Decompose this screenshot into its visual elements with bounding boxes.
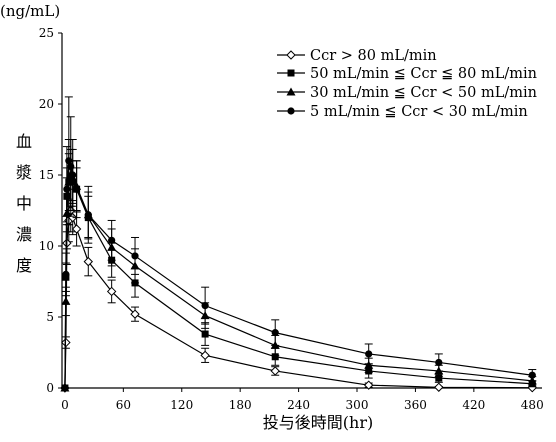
- data-point-circle: [67, 162, 75, 171]
- data-point-square: [271, 353, 279, 361]
- data-point-square: [201, 330, 209, 338]
- legend-label: Ccr > 80 mL/min: [310, 48, 437, 64]
- data-point-diamond: [270, 366, 280, 376]
- y-tick-label: 10: [39, 239, 54, 253]
- data-point-circle: [61, 384, 69, 392]
- y-axis-label-char: 漿: [16, 163, 32, 182]
- y-tick-label: 0: [46, 381, 54, 395]
- x-tick-label: 300: [346, 398, 369, 412]
- y-tick-label: 5: [46, 310, 54, 324]
- legend-label: 50 mL/min ≦ Ccr ≦ 80 mL/min: [310, 66, 537, 82]
- x-tick-label: 480: [521, 398, 544, 412]
- data-point-diamond: [286, 50, 296, 60]
- data-point-triangle: [364, 360, 374, 369]
- legend: Ccr > 80 mL/min 50 mL/min ≦ Ccr ≦ 80 mL/m…: [277, 48, 537, 120]
- y-unit-label: (ng/mL): [0, 2, 60, 20]
- x-tick-label: 120: [170, 398, 193, 412]
- data-point-circle: [365, 350, 373, 358]
- legend-label: 5 mL/min ≦ Ccr < 30 mL/min: [310, 104, 528, 120]
- x-tick-label: 180: [229, 398, 252, 412]
- data-point-diamond: [363, 380, 374, 390]
- data-point-circle: [63, 185, 71, 193]
- data-point-diamond: [130, 309, 140, 319]
- data-point-diamond: [106, 286, 117, 297]
- data-point-circle: [435, 358, 443, 367]
- series-group: [61, 148, 537, 392]
- data-point-circle: [271, 329, 279, 337]
- y-tick-label: 15: [39, 168, 54, 182]
- data-point-square: [287, 69, 295, 77]
- data-point-diamond: [71, 224, 82, 234]
- series-group: [61, 96, 537, 392]
- series-layer: [60, 96, 537, 393]
- series-group: [60, 139, 537, 392]
- legend-label: 30 mL/min ≦ Ccr < 50 mL/min: [310, 85, 537, 101]
- data-point-square: [435, 374, 443, 382]
- x-tick-label: 0: [61, 398, 69, 412]
- data-point-diamond: [200, 350, 210, 361]
- data-point-circle: [73, 185, 81, 193]
- data-point-circle: [69, 171, 77, 179]
- data-point-circle: [84, 211, 92, 219]
- y-axis-label-char: 度: [16, 256, 32, 275]
- y-tick-label: 20: [39, 97, 54, 111]
- data-point-circle: [108, 236, 116, 244]
- x-tick-label: 240: [287, 398, 310, 412]
- y-tick-label: 25: [39, 26, 54, 40]
- data-point-triangle: [286, 87, 296, 96]
- data-point-circle: [528, 371, 536, 379]
- y-axis-label-char: 濃: [16, 225, 32, 244]
- data-point-circle: [287, 107, 295, 115]
- y-axis-label-char: 血: [16, 132, 32, 151]
- series-group: [60, 188, 537, 393]
- y-axis-label-char: 中: [16, 194, 32, 213]
- data-point-circle: [201, 302, 209, 310]
- data-point-circle: [62, 270, 70, 278]
- x-tick-label: 360: [404, 398, 427, 412]
- x-tick-label: 60: [116, 398, 131, 412]
- data-point-diamond: [83, 256, 93, 267]
- x-tick-label: 420: [462, 398, 485, 412]
- data-point-diamond: [434, 382, 444, 392]
- x-axis-label: 投与後時間(hr): [263, 413, 373, 432]
- data-point-circle: [131, 252, 139, 260]
- data-point-circle: [65, 157, 73, 165]
